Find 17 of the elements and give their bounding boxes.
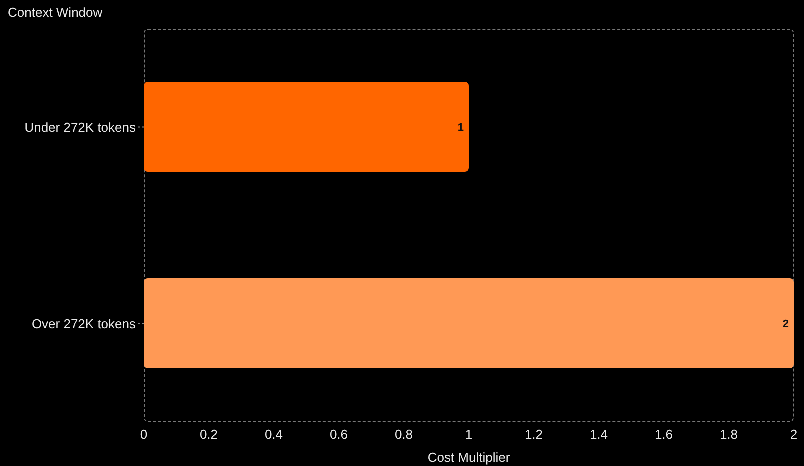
y-tick-label: Over 272K tokens (32, 316, 136, 332)
data-label: 2 (782, 318, 789, 330)
x-tick-label: 0.2 (200, 427, 218, 442)
x-tick-label: 1.6 (654, 427, 674, 442)
x-tick-label: 0.8 (394, 427, 414, 442)
x-tick-label: 1.4 (590, 427, 608, 442)
data-label: 1 (458, 122, 464, 134)
y-tick-label: Under 272K tokens (24, 120, 136, 135)
x-axis-title: Cost Multiplier (428, 450, 511, 465)
x-tick-label: 1.8 (720, 427, 738, 442)
x-tick-label: 1.2 (524, 427, 544, 442)
x-tick-label: 0 (140, 427, 148, 442)
x-tick-label: 2 (790, 427, 798, 442)
y-axis-title: Context Window (8, 5, 103, 20)
x-tick-label: 0.4 (264, 427, 284, 442)
x-tick-label: 0.6 (330, 427, 348, 442)
x-tick-label: 1 (465, 427, 473, 442)
